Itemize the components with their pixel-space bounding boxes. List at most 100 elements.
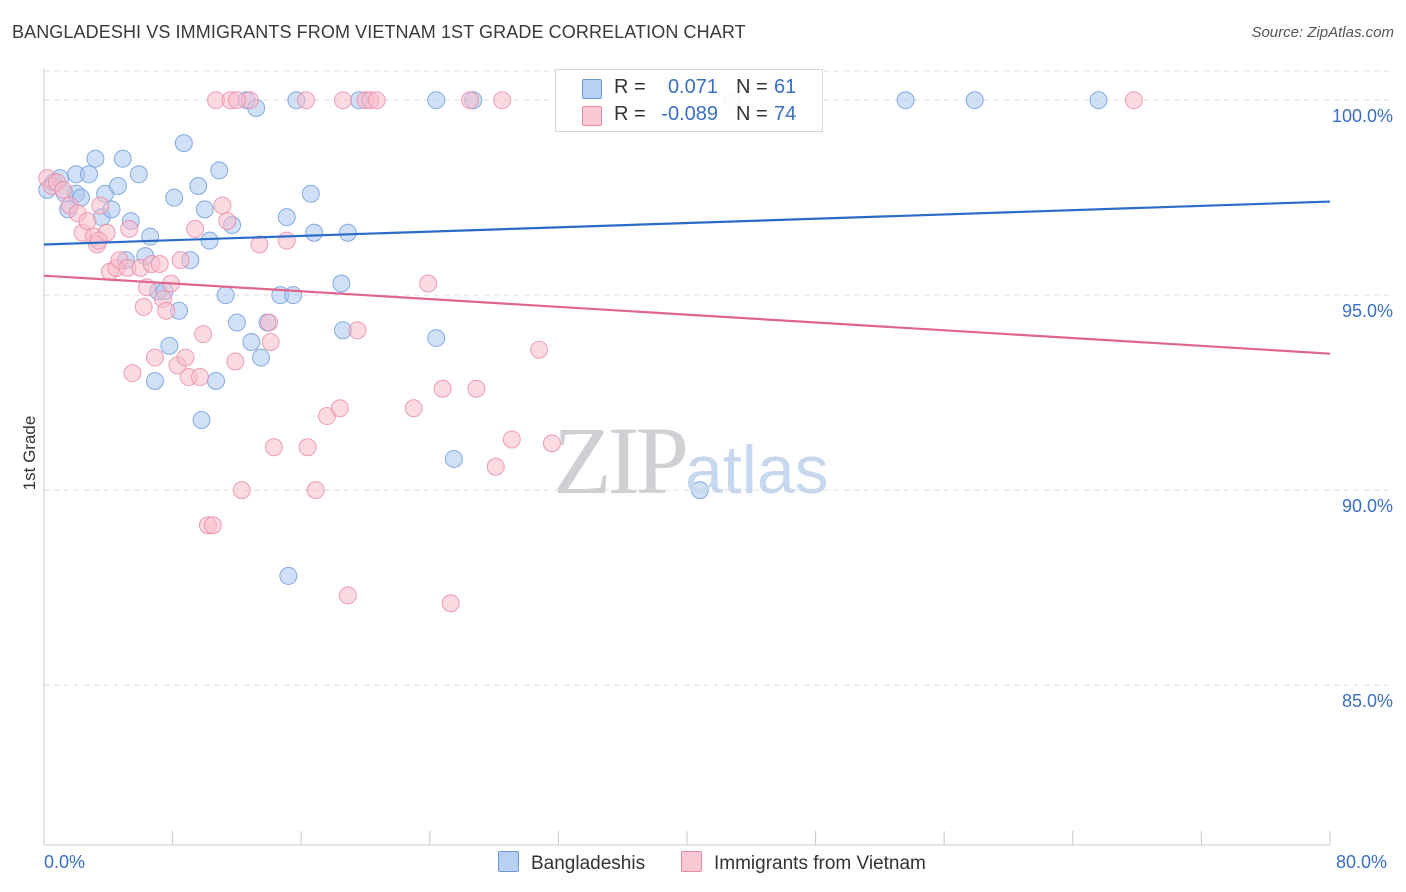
chart-title: BANGLADESHI VS IMMIGRANTS FROM VIETNAM 1…	[12, 22, 746, 42]
vietnam-point-7	[78, 212, 97, 231]
bangladeshi-point-26	[174, 134, 193, 153]
n-value: 74	[774, 103, 797, 125]
bangladeshi-point-44	[284, 286, 303, 305]
bangladeshi-point-34	[216, 286, 235, 305]
vietnam-point-57	[367, 91, 386, 110]
vietnam-point-46	[264, 438, 283, 457]
bangladeshi-point-50	[338, 223, 357, 242]
vietnam-point-32	[190, 368, 209, 387]
vietnam-point-61	[441, 594, 460, 613]
n-value: 61	[774, 76, 797, 98]
y-tick-label-3: 100.0%	[1331, 106, 1393, 127]
vietnam-point-67	[530, 340, 549, 359]
vietnam-point-10	[91, 196, 110, 215]
vietnam-point-68	[542, 434, 561, 453]
bangladeshi-point-59	[1089, 91, 1108, 110]
bangladeshi-point-14	[113, 149, 132, 168]
y-axis-label: 1st Grade	[20, 415, 39, 491]
bangladeshi-point-30	[195, 200, 214, 219]
vietnam-legend-swatch	[681, 851, 702, 872]
vietnam-point-49	[306, 481, 325, 500]
vietnam-point-63	[467, 379, 486, 398]
vietnam-point-72	[89, 231, 108, 250]
stats-legend-row-vietnam: R = -0.089 N = 74	[556, 102, 822, 130]
vietnam-point-23	[150, 254, 169, 273]
vietnam-point-65	[493, 91, 512, 110]
bangladeshi-point-60	[279, 566, 298, 585]
bangladeshi-point-53	[427, 329, 446, 348]
vietnam-point-59	[419, 274, 438, 293]
vietnam-point-48	[298, 438, 317, 457]
legend-label-bangladeshis: Bangladeshis	[531, 853, 646, 874]
r-label: R =	[614, 76, 646, 98]
bangladeshi-point-54	[444, 449, 463, 468]
source-credit: Source: ZipAtlas.com	[1251, 24, 1394, 41]
vietnam-point-33	[194, 325, 213, 344]
vietnam-point-54	[348, 321, 367, 340]
bangladeshi-point-19	[141, 227, 160, 246]
vietnam-point-62	[460, 91, 479, 110]
bangladeshi-point-43	[277, 208, 296, 227]
bangladeshi-point-28	[189, 176, 208, 195]
vietnam-point-51	[330, 399, 349, 418]
bangladeshi-point-9	[86, 149, 105, 168]
bangladeshi-point-29	[192, 410, 211, 429]
bangladeshi-point-40	[252, 348, 271, 367]
stats-legend: R = 0.071 N = 61 R = -0.089 N = 74	[555, 69, 823, 132]
vietnam-point-41	[232, 481, 251, 500]
bangladeshi-point-48	[332, 274, 351, 293]
vietnam-point-29	[176, 348, 195, 367]
bangladeshi-point-23	[160, 336, 179, 355]
n-label: N =	[736, 76, 768, 98]
legend-item-vietnam[interactable]: Immigrants from Vietnam	[681, 851, 926, 875]
vietnam-point-16	[120, 219, 139, 238]
vietnam-point-71	[227, 91, 246, 110]
bangladeshi-point-52	[427, 91, 446, 110]
vietnam-point-52	[333, 91, 352, 110]
vietnam-point-60	[433, 379, 452, 398]
legend-item-bangladeshis[interactable]: Bangladeshis	[498, 851, 645, 875]
bangladeshis-swatch	[582, 79, 602, 99]
bangladeshi-point-32	[207, 371, 226, 390]
y-tick-label-1: 90.0%	[1341, 496, 1393, 517]
bangladeshis-legend-swatch	[498, 851, 519, 872]
stats-legend-row-bangladeshis: R = 0.071 N = 61	[556, 75, 822, 103]
vietnam-point-45	[261, 332, 280, 351]
vietnam-point-66	[502, 430, 521, 449]
bangladeshi-trend-line	[43, 200, 1331, 246]
bangladeshi-point-13	[108, 176, 127, 195]
r-label: R =	[614, 103, 646, 125]
vietnam-point-35	[203, 516, 222, 535]
y-tick-label-0: 85.0%	[1341, 691, 1393, 712]
vietnam-point-58	[404, 399, 423, 418]
bangladeshi-point-17	[129, 165, 148, 184]
y-tick-label-2: 95.0%	[1341, 301, 1393, 322]
vietnam-point-3	[54, 180, 73, 199]
vietnam-point-31	[186, 219, 205, 238]
vietnam-point-22	[145, 348, 164, 367]
bangladeshi-point-46	[301, 184, 320, 203]
vietnam-point-43	[250, 235, 269, 254]
bangladeshi-point-57	[896, 91, 915, 110]
vietnam-point-73	[297, 91, 316, 110]
vietnam-point-25	[157, 301, 176, 320]
vietnam-point-53	[338, 586, 357, 605]
vietnam-point-44	[260, 313, 279, 332]
vietnam-point-64	[486, 457, 505, 476]
vietnam-swatch	[582, 106, 602, 126]
bangladeshi-point-56	[690, 481, 709, 500]
bangladeshi-point-58	[965, 91, 984, 110]
bangladeshi-point-31	[200, 231, 219, 250]
x-tick-label-max: 80.0%	[1336, 852, 1388, 872]
bangladeshi-point-8	[80, 165, 99, 184]
bangladeshi-point-47	[305, 223, 324, 242]
x-tick-label-min: 0.0%	[44, 852, 86, 872]
vietnam-trend-line	[43, 274, 1331, 355]
vietnam-point-70	[1124, 91, 1143, 110]
bangladeshi-point-36	[227, 313, 246, 332]
vietnam-point-17	[123, 364, 142, 383]
vietnam-point-19	[134, 297, 153, 316]
vietnam-point-38	[218, 212, 237, 231]
bangladeshi-point-20	[145, 371, 164, 390]
